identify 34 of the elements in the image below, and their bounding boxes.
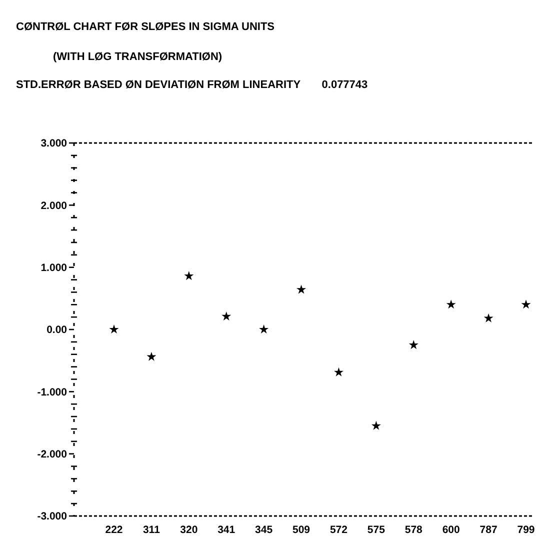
x-tick-label: 787 — [480, 524, 498, 536]
point — [484, 313, 494, 322]
point — [408, 340, 418, 350]
y-tick-label: 2.000 — [40, 200, 68, 212]
x-tick-label: 345 — [255, 524, 273, 536]
point — [109, 324, 119, 334]
x-tick-label: 222 — [105, 524, 123, 536]
y-tick-label: 1.000 — [40, 262, 68, 274]
y-tick-label: 0.00 — [46, 324, 68, 336]
text: STD.ERRØR BASED ØN DEVIATIØN FRØM LINEARITY 0.077743 — [16, 79, 368, 91]
point — [259, 324, 269, 334]
x-tick-label: 341 — [218, 524, 236, 536]
x-tick-label: 572 — [330, 524, 348, 536]
point — [371, 420, 381, 430]
y-tick-label: -2.000 — [37, 448, 68, 461]
x-tick-label: 509 — [292, 524, 310, 536]
point — [446, 300, 456, 309]
point — [146, 352, 156, 361]
x-tick-label: 799 — [517, 524, 535, 536]
x-tick-label: 578 — [404, 524, 423, 536]
chart-subtitle: (WITH LØG TRANSFØRMATIØN) — [53, 51, 222, 63]
x-tick-label: 575 — [367, 524, 386, 536]
point — [521, 300, 531, 309]
y-tick-label: -3.000 — [37, 510, 68, 523]
chart-title: CØNTRØL CHART FØR SLØPES IN SIGMA UNITS — [16, 21, 275, 33]
point — [222, 311, 232, 320]
point — [334, 367, 344, 376]
point — [184, 271, 194, 280]
point — [296, 284, 306, 294]
y-tick-label: -1.000 — [37, 386, 68, 398]
y-tick-label: 3.000 — [40, 138, 68, 150]
x-tick-label: 311 — [142, 524, 160, 536]
x-tick-label: 600 — [442, 524, 460, 536]
x-tick-label: 320 — [180, 524, 198, 536]
